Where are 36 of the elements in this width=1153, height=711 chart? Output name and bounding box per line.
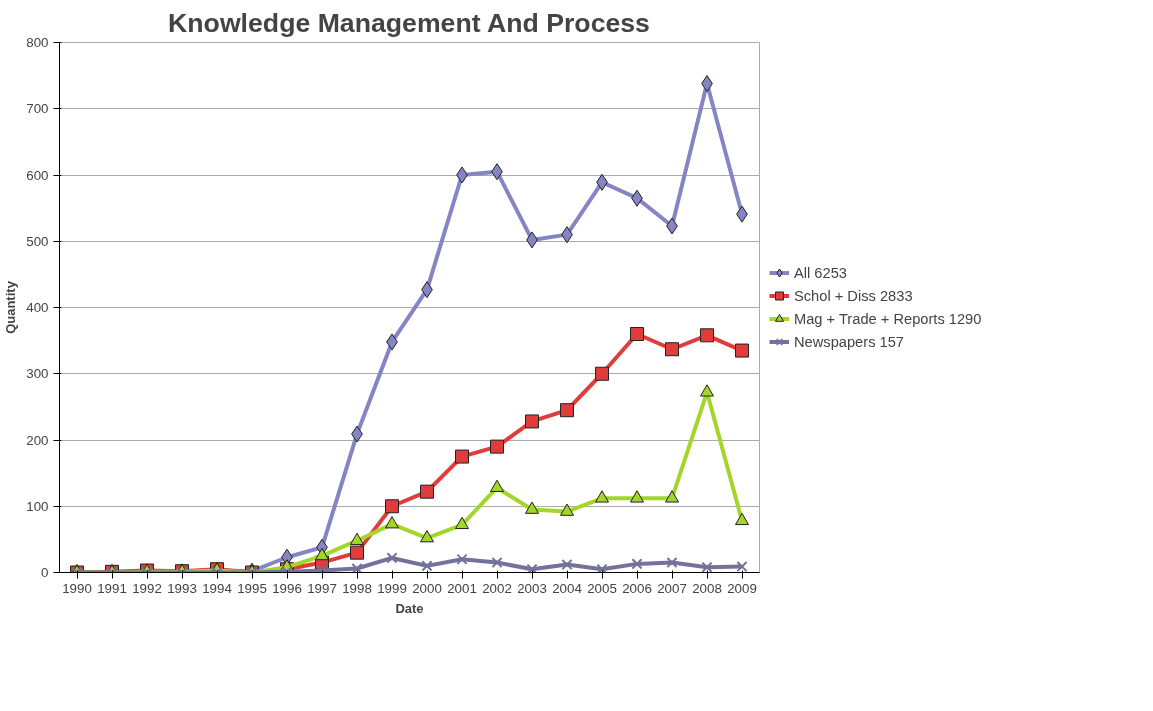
- x-tick-label: 2007: [657, 580, 687, 596]
- x-tick-label: 2008: [692, 580, 722, 596]
- x-tick-label: 1991: [97, 580, 127, 596]
- legend-label: Newspapers 157: [794, 333, 904, 350]
- legend-label: Mag + Trade + Reports 1290: [794, 310, 982, 327]
- x-tick-label: 2005: [587, 580, 617, 596]
- y-tick-label: 800: [26, 35, 49, 50]
- x-tick-label: 1990: [62, 580, 92, 596]
- y-axis-title: Quantity: [3, 280, 19, 334]
- x-tick-label: 1995: [237, 580, 267, 596]
- y-tick-label: 100: [26, 498, 49, 514]
- x-tick-label: 2003: [517, 580, 547, 596]
- x-tick-label: 2009: [727, 580, 757, 596]
- x-tick-label: 1996: [272, 580, 302, 596]
- x-tick-label: 1997: [307, 580, 337, 596]
- x-tick-label: 2001: [447, 580, 477, 596]
- x-tick-label: 1998: [342, 580, 372, 596]
- y-tick-label: 300: [26, 366, 49, 382]
- y-tick-label: 0: [41, 565, 49, 580]
- x-tick-label: 1993: [167, 580, 197, 596]
- chart-title: Knowledge Management And Process: [168, 7, 650, 38]
- x-tick-label: 2000: [412, 580, 442, 596]
- y-tick-label: 400: [26, 300, 49, 315]
- legend-label: Schol + Diss 2833: [794, 287, 913, 304]
- y-tick-label: 700: [26, 101, 49, 117]
- x-tick-label: 1992: [132, 580, 162, 596]
- x-tick-label: 2004: [552, 580, 583, 596]
- x-tick-label: 1994: [202, 580, 233, 596]
- y-tick-label: 500: [26, 233, 49, 249]
- x-tick-label: 1999: [377, 580, 407, 596]
- legend-label: All 6253: [794, 264, 847, 281]
- x-axis-title: Date: [395, 600, 424, 616]
- y-tick-label: 600: [26, 167, 49, 183]
- x-tick-label: 2002: [482, 580, 512, 596]
- y-tick-label: 200: [26, 432, 49, 448]
- x-tick-label: 2006: [622, 580, 652, 596]
